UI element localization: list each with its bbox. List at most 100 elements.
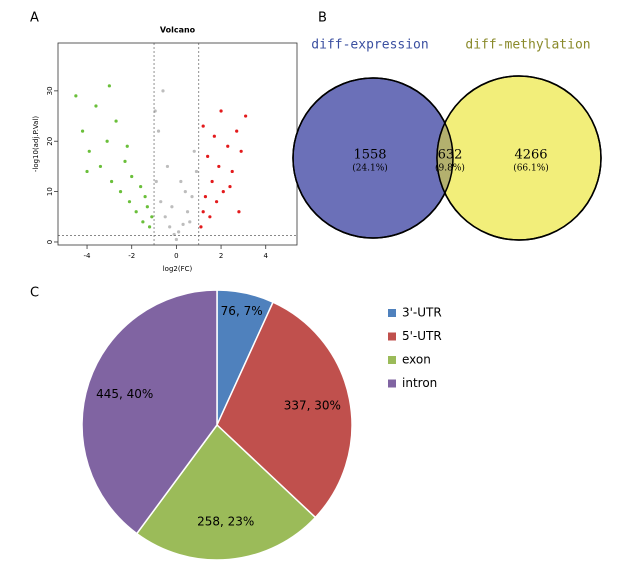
point [163,215,167,219]
point [239,149,243,153]
point [107,84,111,88]
point [145,205,149,209]
slice-label: 258, 23% [197,514,254,528]
point [210,179,214,184]
point [156,129,161,133]
point [185,210,190,214]
y-tick-label: 0 [46,240,54,244]
point [98,164,103,169]
region-percent: (9.8%) [435,163,465,174]
y-tick-label: 30 [46,86,54,95]
y-tick-label: 10 [46,187,54,196]
point [219,109,223,113]
region-count: 632 [438,148,463,163]
x-tick-label: 0 [174,252,178,260]
point [114,119,118,123]
pie-slice [81,289,218,535]
point [177,230,181,234]
point [154,179,158,184]
point [80,129,85,133]
point [217,164,221,169]
point [244,114,248,118]
point [199,225,203,229]
point [150,215,154,219]
point [147,225,152,229]
point [201,210,205,214]
x-tick-label: -2 [128,252,135,260]
legend-label: 5'-UTR [402,329,442,343]
legend-swatch [388,309,396,317]
slice-label: 76, 7% [221,304,263,318]
point [165,164,170,169]
point [228,184,232,189]
point [212,134,216,138]
region-percent: (66.1%) [513,163,549,174]
slice-label: 445, 40% [96,387,153,401]
chart-title: Volcano [160,26,196,35]
point [237,210,241,214]
point [208,215,212,219]
point [87,149,91,153]
x-tick-label: -4 [84,252,92,260]
point [194,169,199,174]
legend-swatch [388,332,396,341]
point [192,149,196,153]
set-name: diff-expression [311,38,428,53]
panel-label: B [318,11,327,26]
point [127,200,132,204]
point [170,205,174,209]
point [161,89,165,93]
point [130,174,134,179]
point [203,195,208,199]
set-name: diff-methylation [465,38,590,53]
pie-slice [135,423,317,561]
panel-label: A [30,11,39,26]
legend-swatch [388,379,396,388]
point [143,195,147,199]
point [141,220,145,224]
point [226,144,230,148]
point [125,144,129,148]
point [221,190,225,194]
point [168,225,172,229]
point [183,190,187,194]
y-axis-label: -log10(adj.P.Val) [32,116,40,173]
legend-swatch [388,356,396,364]
point [134,210,138,214]
legend-label: exon [402,353,431,367]
point [174,237,178,242]
point [139,184,143,189]
x-axis-label: log2(FC) [163,265,193,273]
point [85,169,89,174]
x-tick-label: 2 [219,252,223,260]
legend-label: 3'-UTR [402,306,442,320]
point [181,222,185,226]
point [74,94,78,98]
point [190,195,194,199]
x-tick-label: 4 [263,252,268,260]
point [206,154,210,158]
point [123,159,127,163]
point [235,129,239,133]
point [94,104,98,108]
point [110,179,114,184]
point [118,190,123,194]
point [188,220,192,224]
point [179,179,183,184]
legend-label: intron [402,376,437,390]
point [105,139,109,143]
panel-label: C [30,286,39,301]
y-tick-label: 20 [46,137,54,146]
region-percent: (24.1%) [352,163,388,174]
plot-frame [57,42,298,246]
region-count: 4266 [514,148,547,163]
region-count: 1558 [353,148,386,163]
set-outline [292,77,454,239]
point [159,200,163,204]
point [201,124,205,128]
point [230,169,234,174]
slice-label: 337, 30% [284,399,341,413]
point [214,200,219,204]
